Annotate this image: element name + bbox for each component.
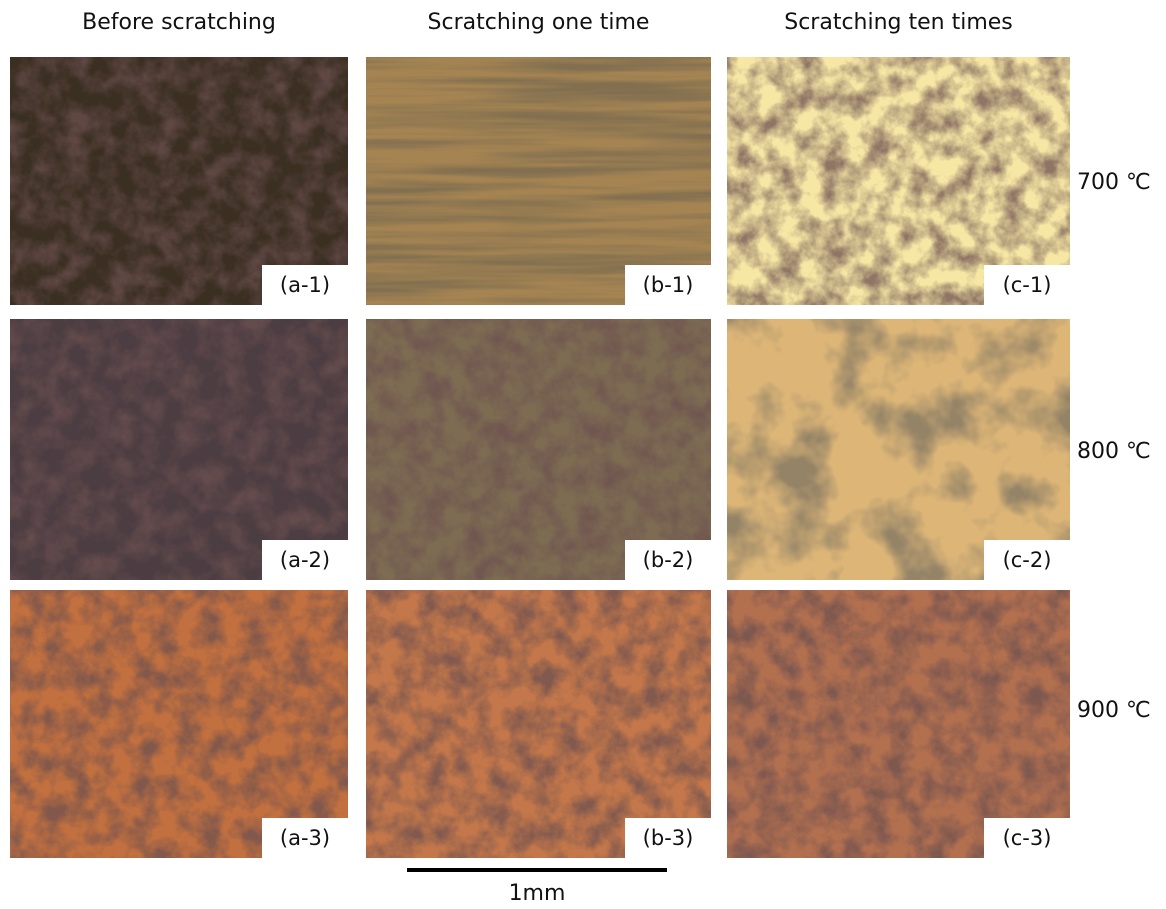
micrograph: (a-1) [10,57,348,305]
panel-label: (b-2) [643,548,694,572]
micrograph: (b-2) [366,319,711,580]
panel-label: (a-1) [280,273,330,297]
column-header: Scratching ten times [784,10,1013,35]
micrograph: (b-1) [366,57,711,305]
row-label: 800 ℃ [1077,439,1151,464]
scale-bar-label: 1mm [509,881,566,906]
panel-label: (c-2) [1003,548,1052,572]
figure: (a-1) (b-1) (c-1) (a-2) (b-2) (c-2) (a-3) (b-3)… [0,0,1166,909]
panel-label: (a-2) [280,548,330,572]
column-header: Scratching one time [428,10,650,35]
micrograph-texture [10,590,348,858]
micrograph: (c-2) [727,319,1070,580]
column-header: Before scratching [82,10,276,35]
panel-label: (b-1) [643,273,694,297]
panel-label: (c-3) [1003,826,1052,850]
panel-grid: (a-1) (b-1) (c-1) (a-2) (b-2) (c-2) (a-3) (b-3)… [10,57,1070,858]
panel-label: (b-3) [643,826,694,850]
micrograph: (a-3) [10,590,348,858]
row-label: 700 ℃ [1077,170,1151,195]
panel-label: (a-3) [280,826,330,850]
row-label: 900 ℃ [1077,698,1151,723]
micrograph-texture [366,590,711,858]
micrograph: (b-3) [366,590,711,858]
micrograph-texture [727,590,1070,858]
panel-label: (c-1) [1003,273,1052,297]
micrograph: (a-2) [10,319,348,580]
micrograph: (c-1) [727,57,1070,305]
micrograph: (c-3) [727,590,1070,858]
